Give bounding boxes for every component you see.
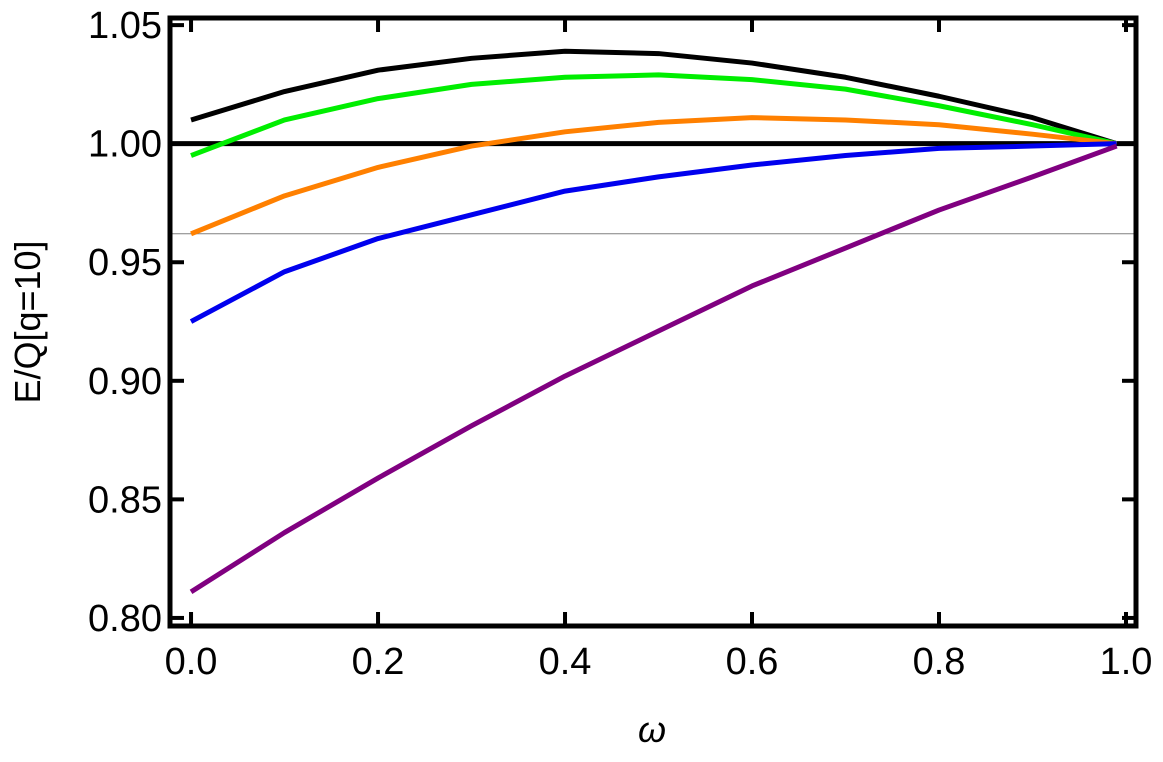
x-tick-label: 0.4 xyxy=(539,641,592,683)
series-line xyxy=(189,141,1117,324)
series-line xyxy=(190,115,1117,237)
x-tick-label: 1.0 xyxy=(1100,641,1153,683)
y-tick-label: 0.90 xyxy=(88,361,162,403)
y-tick-label: 1.00 xyxy=(88,124,162,166)
x-axis-label: ω xyxy=(638,709,666,750)
y-tick-label: 1.05 xyxy=(88,5,162,47)
x-tick-label: 0.0 xyxy=(165,641,218,683)
x-tick-label: 0.8 xyxy=(913,641,966,683)
x-tick-label: 0.2 xyxy=(352,641,405,683)
y-axis-label: E/Q[q=10] xyxy=(7,240,48,403)
y-tick-label: 0.85 xyxy=(88,479,162,521)
plot-frame xyxy=(167,15,1139,629)
series-line xyxy=(190,72,1118,158)
series-line xyxy=(189,143,1118,594)
y-tick-label: 0.80 xyxy=(88,598,162,640)
series-line xyxy=(190,48,1118,147)
y-tick-label: 0.95 xyxy=(88,242,162,284)
x-tick-label: 0.6 xyxy=(726,641,779,683)
